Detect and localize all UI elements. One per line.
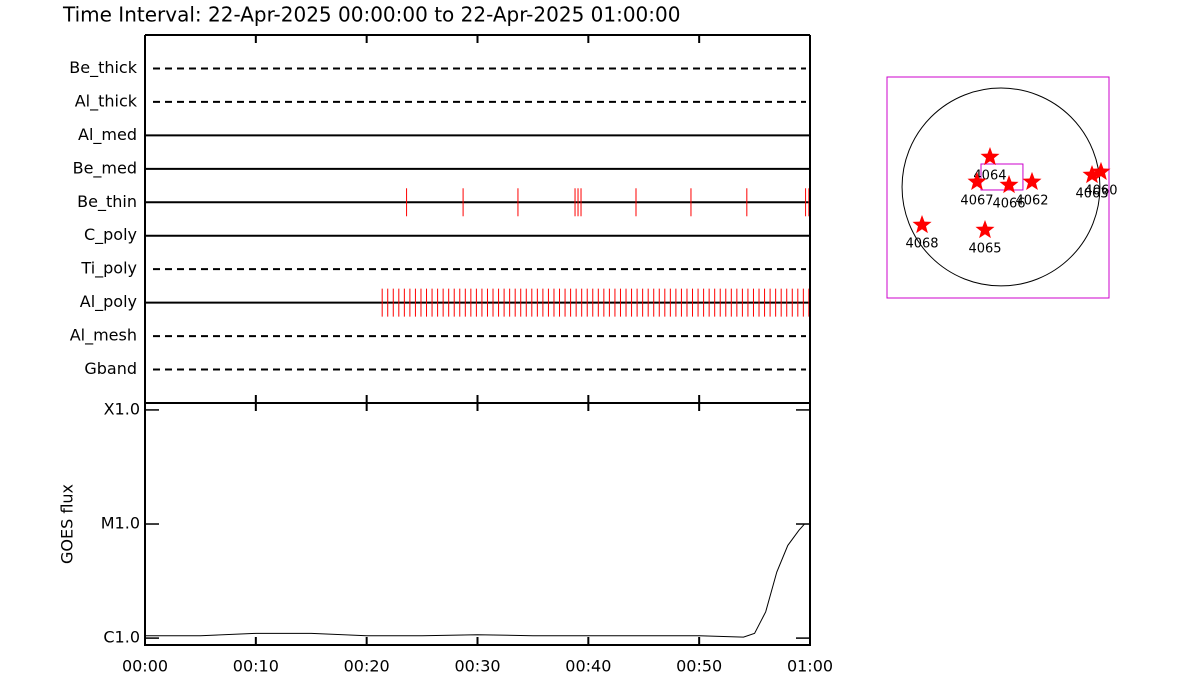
x-tick-label: 00:50 bbox=[676, 657, 722, 676]
y-axis-label: GOES flux bbox=[58, 484, 77, 564]
ar-label: 4068 bbox=[905, 237, 938, 252]
y-tick-label: X1.0 bbox=[104, 399, 140, 418]
fov-box bbox=[980, 163, 1024, 191]
x-tick-label: 01:00 bbox=[787, 657, 833, 676]
x-tick-label: 00:00 bbox=[122, 657, 168, 676]
x-tick-label: 00:10 bbox=[233, 657, 279, 676]
map-frame bbox=[886, 76, 1110, 299]
ar-star bbox=[999, 175, 1019, 194]
ar-label: 4065 bbox=[968, 241, 1001, 256]
x-tick-label: 00:30 bbox=[454, 657, 500, 676]
solar-limb bbox=[901, 87, 1101, 287]
ar-label: 4063 bbox=[1075, 187, 1108, 202]
y-tick-label: M1.0 bbox=[101, 514, 140, 533]
ar-star bbox=[975, 220, 995, 239]
x-tick-label: 00:20 bbox=[344, 657, 390, 676]
ar-star bbox=[912, 215, 932, 234]
row-label: Al_thick bbox=[75, 91, 138, 111]
row-label: Al_mesh bbox=[70, 326, 137, 346]
ar-label: 4062 bbox=[1015, 193, 1048, 208]
ar-label: 4066 bbox=[992, 197, 1025, 212]
x-tick-label: 00:40 bbox=[565, 657, 611, 676]
row-label: Al_poly bbox=[80, 292, 137, 312]
ar-label: 4067 bbox=[960, 193, 993, 208]
y-tick-label: C1.0 bbox=[103, 628, 140, 647]
goes-line bbox=[145, 523, 810, 638]
row-label: Be_thin bbox=[77, 192, 137, 212]
ar-star bbox=[1082, 165, 1102, 184]
title: Time Interval: 22-Apr-2025 00:00:00 to 2… bbox=[62, 3, 680, 27]
ar-star bbox=[967, 171, 987, 190]
ar-star bbox=[980, 147, 1000, 166]
ar-star bbox=[1091, 161, 1111, 180]
ar-label: 4060 bbox=[1084, 183, 1117, 198]
row-label: C_poly bbox=[84, 225, 137, 245]
row-label: Be_med bbox=[73, 158, 137, 178]
row-label: Gband bbox=[84, 359, 137, 378]
row-label: Ti_poly bbox=[80, 259, 137, 279]
row-label: Be_thick bbox=[69, 58, 137, 78]
ar-star bbox=[1022, 171, 1042, 190]
row-label: Al_med bbox=[78, 125, 137, 145]
